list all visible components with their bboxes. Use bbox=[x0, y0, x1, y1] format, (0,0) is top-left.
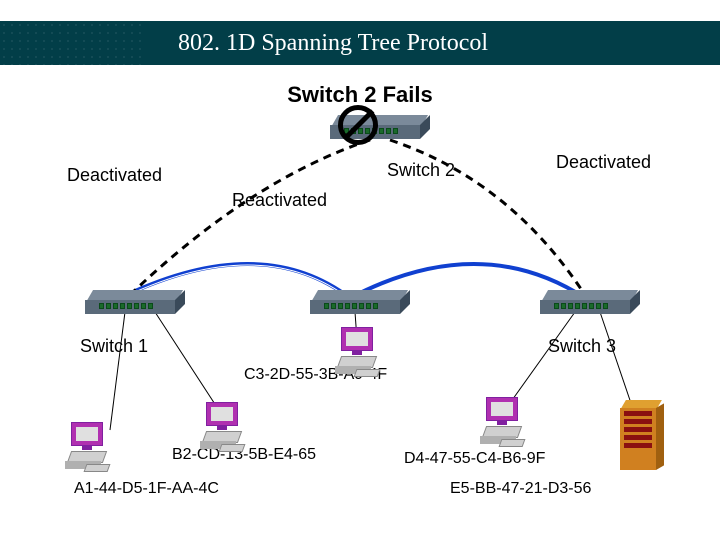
label-switch3: Switch 3 bbox=[548, 336, 616, 357]
arc-dash-left bbox=[130, 140, 370, 295]
mac-a1: A1-44-D5-1F-AA-4C bbox=[74, 480, 219, 498]
title-bar-accent bbox=[0, 21, 145, 65]
label-switch1: Switch 1 bbox=[80, 336, 148, 357]
line-a1 bbox=[110, 312, 125, 430]
computer-a1 bbox=[65, 420, 115, 470]
computer-b2 bbox=[200, 400, 250, 450]
server-e5 bbox=[620, 400, 656, 470]
computer-c3 bbox=[335, 325, 385, 375]
label-reactivated: Reactivated bbox=[232, 190, 327, 211]
label-switch2: Switch 2 bbox=[387, 160, 455, 181]
subtitle: Switch 2 Fails bbox=[0, 82, 720, 108]
mac-e5: E5-BB-47-21-D3-56 bbox=[450, 480, 591, 498]
label-deactivated-left: Deactivated bbox=[67, 165, 162, 186]
switch-3-device bbox=[540, 290, 630, 312]
slide-title: 802. 1D Spanning Tree Protocol bbox=[178, 30, 488, 57]
fail-icon bbox=[338, 105, 378, 145]
mac-d4: D4-47-55-C4-B6-9F bbox=[404, 450, 545, 468]
switch-1-device bbox=[85, 290, 175, 312]
title-bar: 802. 1D Spanning Tree Protocol bbox=[0, 21, 720, 65]
label-deactivated-right: Deactivated bbox=[556, 152, 651, 173]
switch-mid-device bbox=[310, 290, 400, 312]
computer-d4 bbox=[480, 395, 530, 445]
